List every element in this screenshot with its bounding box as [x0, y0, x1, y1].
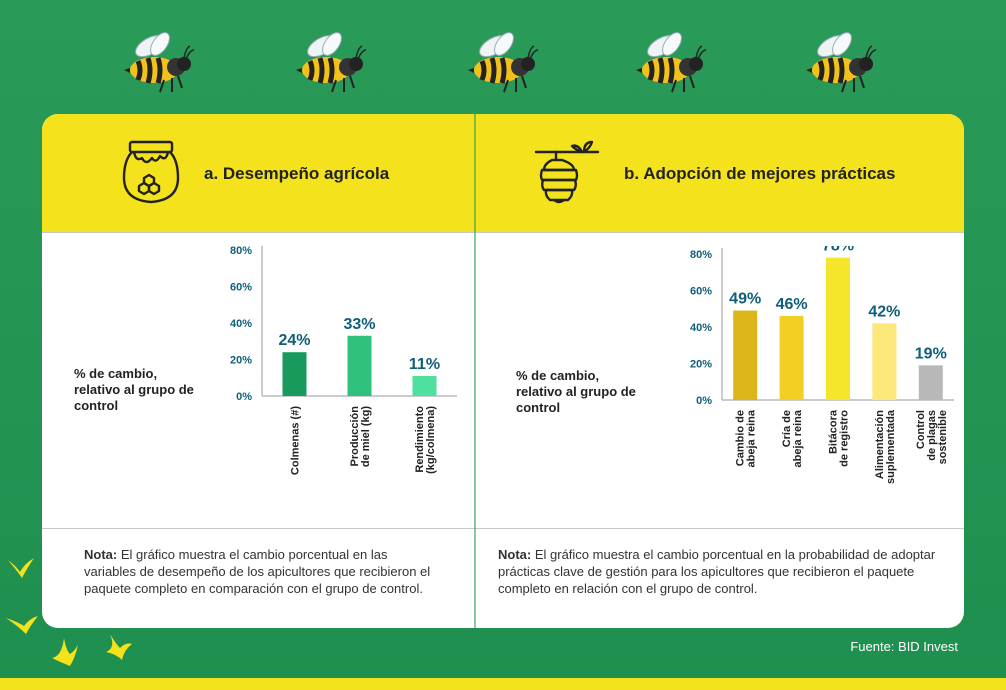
source-label: Fuente: BID Invest [850, 639, 958, 654]
bar-value-label: 46% [776, 296, 808, 313]
chart-b: 0% 20% 40% 60% 80% 49% Cambio deabeja reina 46%… [690, 246, 954, 484]
bee-icon [124, 30, 196, 98]
panel-a-y-label: % de cambio, relativo al grupo de contro… [74, 366, 194, 413]
bottom-stripe [0, 678, 1006, 690]
bar-b-0 [733, 310, 758, 400]
bird-icon [6, 616, 38, 634]
category-label: Colmenas (#) [290, 406, 302, 475]
y-tick-label: 80% [690, 249, 712, 261]
y-tick-label: 40% [230, 318, 252, 330]
panel-b-note: Nota: El gráfico muestra el cambio porce… [498, 547, 936, 596]
panel-divider [474, 114, 476, 628]
bar-value-label: 78% [822, 246, 854, 255]
panel-b-title: b. Adopción de mejores prácticas [624, 164, 896, 183]
bee-icon [296, 30, 368, 98]
panel-b-y-label: % de cambio, relativo al grupo de contro… [516, 368, 636, 415]
bar-a-0 [282, 352, 307, 396]
bar-value-label: 11% [409, 356, 440, 373]
bar-b-2 [826, 257, 850, 400]
y-tick-label: 80% [230, 246, 252, 257]
bird-icon [8, 558, 34, 578]
y-tick-label: 20% [230, 355, 252, 367]
category-label: Alimentaciónsuplementada [874, 409, 897, 484]
bee-icon [468, 30, 540, 98]
y-tick-label: 60% [230, 282, 252, 294]
panel-a-note: Nota: El gráfico muestra el cambio porce… [84, 547, 431, 596]
category-label: Controlde plagassostenible [915, 410, 949, 464]
bee-icon [636, 30, 708, 98]
category-label: Producciónde miel (kg) [349, 406, 372, 467]
category-label: Bitácorade registro [828, 409, 851, 467]
bar-a-2 [412, 375, 437, 396]
bar-value-label: 42% [868, 303, 900, 320]
bar-b-1 [779, 316, 804, 400]
infographic-card: a. Desempeño agrícola b. Adopción de mej… [42, 114, 964, 628]
category-label: Rendimiento(kg/colmena) [414, 406, 437, 474]
beehive-icon [534, 140, 600, 204]
chart-top-divider [42, 232, 964, 233]
bird-icon [106, 634, 132, 660]
bar-value-label: 24% [278, 332, 310, 349]
y-tick-label: 40% [690, 322, 712, 334]
category-label: Cambio deabeja reina [735, 409, 758, 467]
panel-a-title: a. Desempeño agrícola [204, 164, 390, 183]
note-divider [42, 528, 964, 529]
bar-value-label: 49% [729, 291, 761, 308]
bar-b-4 [918, 365, 943, 400]
card-header [42, 114, 964, 232]
bar-a-1 [347, 335, 372, 396]
y-tick-label: 0% [696, 395, 712, 407]
y-tick-label: 0% [236, 391, 252, 403]
y-tick-label: 20% [690, 359, 712, 371]
honey-jar-icon [122, 140, 180, 204]
bird-icon [52, 638, 78, 666]
bar-value-label: 33% [343, 316, 375, 333]
bar-value-label: 19% [915, 345, 947, 362]
y-tick-label: 60% [690, 286, 712, 298]
bee-icon [806, 30, 878, 98]
bar-b-3 [872, 323, 897, 400]
chart-a: 0% 20% 40% 60% 80% 24% Colmenas (#) 33% Producci… [230, 246, 457, 475]
category-label: Cría deabeja reina [781, 409, 804, 467]
